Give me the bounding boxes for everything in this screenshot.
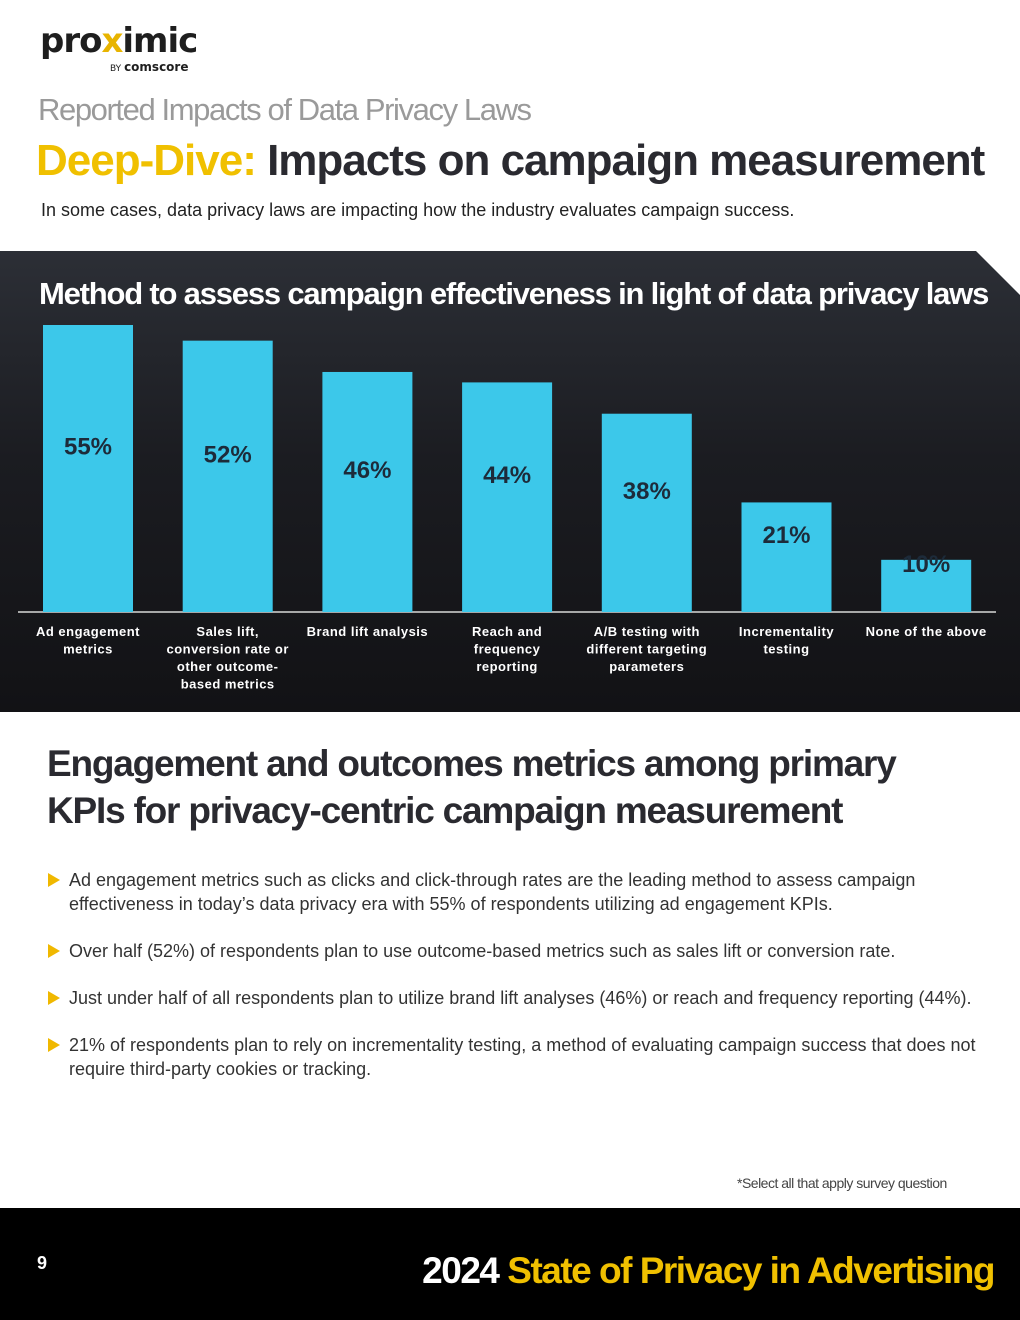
report-year: 2024 — [422, 1250, 500, 1291]
report-title: 2024 State of Privacy in Advertising — [422, 1250, 995, 1292]
data-label: 44% — [483, 462, 531, 489]
bullet-item: 21% of respondents plan to rely on incre… — [47, 1033, 997, 1081]
bar — [43, 325, 133, 612]
category-label: Brand lift analysis — [307, 624, 428, 639]
data-label: 38% — [623, 478, 671, 505]
triangle-bullet-icon — [48, 1038, 60, 1052]
bullet-item: Ad engagement metrics such as clicks and… — [47, 868, 997, 916]
data-label: 46% — [343, 457, 391, 484]
bar — [462, 382, 553, 612]
bar — [322, 371, 413, 612]
bar — [741, 502, 832, 612]
category-label: A/B testing with different targeting param… — [586, 624, 707, 674]
title-rest: Impacts on campaign measurement — [267, 136, 985, 185]
logo-wordmark: proximic — [40, 21, 198, 61]
category-label: None of the above — [866, 624, 987, 639]
category-label: Reach and frequency reporting — [472, 624, 542, 674]
page-number: 9 — [37, 1253, 48, 1273]
page-title: Deep-Dive: Impacts on campaign measureme… — [36, 136, 985, 186]
page-kicker: Reported Impacts of Data Privacy Laws — [38, 92, 532, 127]
triangle-bullet-icon — [48, 991, 60, 1005]
category-label: Sales lift, conversion rate or other outco… — [166, 624, 288, 692]
page-subtitle: In some cases, data privacy laws are imp… — [41, 200, 795, 220]
section-title: Engagement and outcomes metrics among pr… — [47, 743, 897, 831]
bullet-item: Over half (52%) of respondents plan to u… — [47, 939, 997, 963]
category-label: Incrementality testing — [739, 624, 834, 657]
footnote: *Select all that apply survey question — [737, 1175, 947, 1191]
triangle-bullet-icon — [48, 873, 60, 887]
bar-chart: 55% Ad engagement metrics 52% Sales lift, con… — [18, 325, 996, 692]
data-label: 52% — [204, 441, 252, 468]
bar — [881, 559, 972, 612]
data-label: 21% — [762, 522, 810, 549]
category-label: Ad engagement metrics — [36, 624, 140, 657]
proximic-logo: proximic BY comscore — [40, 24, 210, 74]
logo-byline: BY comscore — [110, 60, 189, 74]
data-label: 10% — [902, 551, 950, 578]
chart-title: Method to assess campaign effectiveness … — [39, 276, 989, 311]
footer-bar — [0, 1208, 1020, 1320]
bullet-list: Ad engagement metrics such as clicks and… — [47, 868, 997, 1104]
data-label: 55% — [64, 434, 112, 461]
bullet-item: Just under half of all respondents plan … — [47, 986, 997, 1010]
report-name: State of Privacy in Advertising — [507, 1250, 995, 1291]
bar — [182, 340, 273, 612]
triangle-bullet-icon — [48, 944, 60, 958]
bar — [601, 413, 692, 612]
title-accent: Deep-Dive: — [36, 136, 257, 185]
